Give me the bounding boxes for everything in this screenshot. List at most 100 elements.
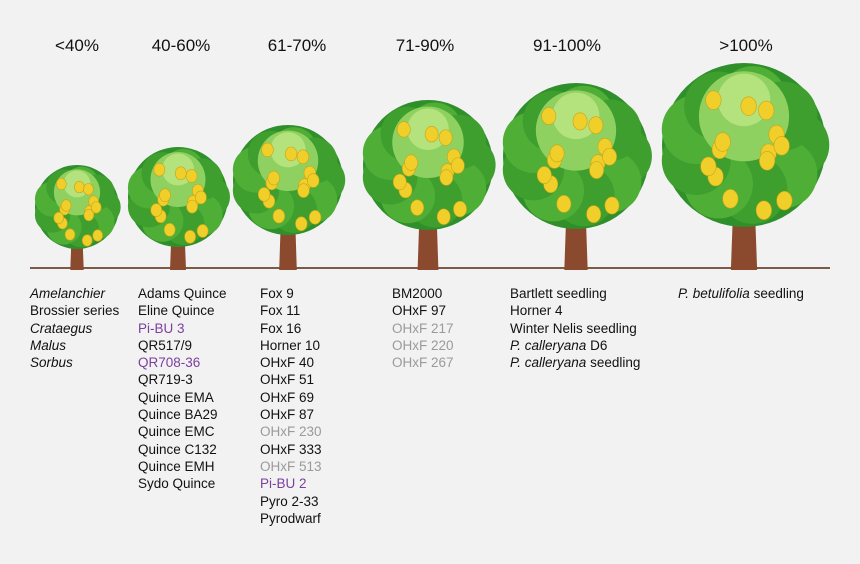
pear — [589, 161, 604, 179]
tree — [127, 147, 230, 270]
pear — [759, 151, 776, 171]
pear — [159, 188, 171, 203]
rootstock: Pi-BU 3 — [138, 320, 185, 336]
rootstock: Eline Quince — [138, 303, 215, 319]
pear — [185, 169, 198, 183]
column-heading: 71-90% — [395, 36, 455, 55]
rootstock: P. calleryana D6 — [510, 337, 640, 354]
pear — [308, 210, 322, 225]
pear — [81, 234, 93, 247]
column-heading: <40% — [55, 36, 99, 55]
pear — [295, 216, 308, 232]
rootstock: Horner 4 — [510, 303, 563, 319]
pear — [602, 147, 617, 166]
pear — [83, 183, 94, 196]
rootstock-list: Fox 9 Fox 11 Fox 16 Horner 10 OHxF 40 OHxF 51… — [260, 285, 322, 527]
pear — [758, 100, 775, 121]
rootstock: Sydo Quince — [138, 476, 216, 492]
pear — [83, 209, 95, 222]
pear — [272, 208, 286, 224]
rootstock: OHxF 69 — [260, 389, 315, 405]
pear — [297, 183, 310, 198]
pear — [453, 200, 467, 218]
rootstock: OHxF 97 — [392, 303, 447, 319]
species-name: P. calleryana — [510, 337, 587, 353]
pear — [60, 199, 72, 212]
pear — [541, 107, 557, 125]
pear — [424, 126, 439, 143]
rootstock: Quince EMH — [138, 458, 215, 474]
pear — [56, 177, 67, 191]
pear — [776, 190, 793, 211]
rootstock-list: Bartlett seedling Horner 4 Winter Nelis se… — [510, 285, 640, 371]
pear — [64, 228, 76, 241]
rootstock-suffix: seedling — [753, 286, 804, 301]
rootstock: OHxF 217 — [392, 320, 454, 336]
pear — [195, 190, 207, 205]
column-heading: 91-100% — [532, 36, 602, 55]
rootstock: OHxF 220 — [392, 337, 454, 353]
rootstock: Quince BA29 — [138, 407, 218, 423]
pear — [410, 199, 425, 216]
rootstock: QR708-36 — [138, 355, 201, 371]
rootstock: OHxF 40 — [260, 355, 315, 371]
rootstock-list: P. betulifolia seedling — [678, 285, 804, 302]
rootstock: Pyrodwarf — [260, 510, 321, 526]
species-name: P. betulifolia — [678, 286, 750, 301]
rootstock-suffix: D6 — [590, 337, 608, 353]
pear — [556, 195, 572, 213]
rootstock: Horner 10 — [260, 337, 321, 353]
pear — [392, 173, 407, 191]
rootstock: Pyro 2-33 — [260, 493, 319, 509]
tree — [34, 165, 121, 270]
rootstock: P. calleryana seedling — [510, 354, 640, 371]
rootstock: Brossier series — [30, 303, 120, 319]
pear — [588, 116, 604, 135]
rootstock: Malus — [30, 337, 67, 353]
pear — [439, 169, 454, 186]
pear — [186, 199, 198, 214]
pear — [74, 181, 85, 194]
pear — [773, 136, 790, 156]
pear — [604, 196, 620, 215]
pear — [549, 144, 565, 163]
pear — [257, 187, 271, 202]
rootstock: Fox 9 — [260, 286, 294, 301]
rootstock: BM2000 — [392, 286, 443, 301]
column-heading: 61-70% — [267, 36, 327, 55]
pear — [572, 112, 588, 131]
rootstock: Pi-BU 2 — [260, 476, 307, 492]
rootstock: OHxF 51 — [260, 372, 315, 388]
pear — [150, 203, 163, 217]
pear — [267, 170, 280, 186]
rootstock: QR719-3 — [138, 372, 193, 388]
rootstock: Crataegus — [30, 320, 93, 336]
rootstock: QR517/9 — [138, 337, 193, 353]
rootstock-suffix: seedling — [590, 355, 641, 371]
pear — [450, 157, 465, 174]
tree — [232, 125, 346, 270]
pear — [436, 208, 451, 225]
pear — [284, 146, 298, 162]
tree — [502, 83, 652, 270]
pear — [722, 189, 739, 209]
pear — [261, 142, 274, 158]
rootstock: Quince EMA — [138, 389, 214, 405]
tree — [661, 63, 830, 270]
rootstock-list: BM2000 OHxF 97 OHxF 217 OHxF 220 OHxF 267 — [392, 285, 454, 371]
rootstock: OHxF 333 — [260, 441, 322, 457]
pear — [184, 229, 196, 244]
pear — [755, 200, 772, 220]
pear — [53, 211, 64, 225]
pear — [705, 90, 722, 110]
pear — [396, 121, 411, 138]
pear — [163, 223, 176, 237]
pear — [404, 154, 418, 171]
rootstock: Quince C132 — [138, 441, 217, 457]
rootstock-list: Amelanchier Brossier series Crataegus Malus… — [30, 285, 119, 371]
pear — [586, 205, 602, 223]
column-heading: 40-60% — [151, 36, 211, 55]
pear — [296, 149, 310, 165]
